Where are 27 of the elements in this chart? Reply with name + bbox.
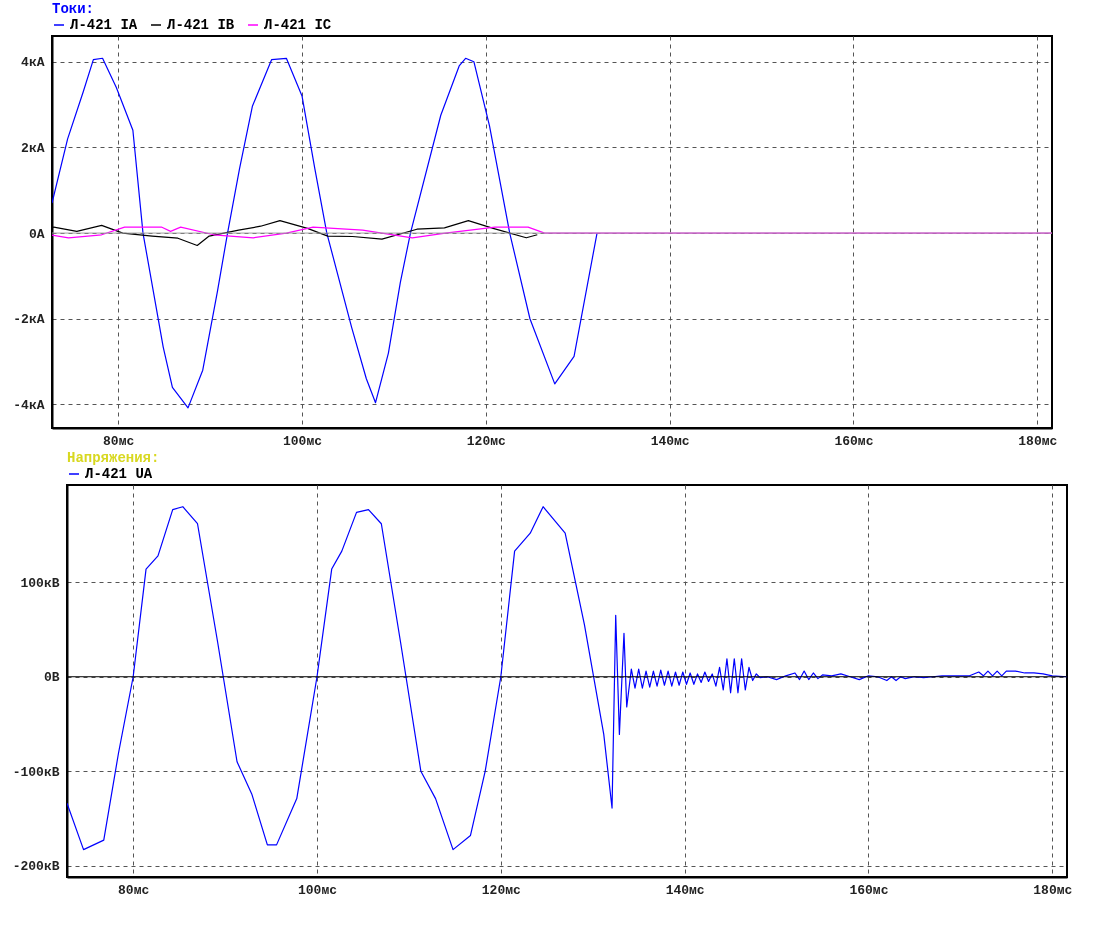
x-tick-label: 80мс <box>118 882 150 898</box>
x-tick-label: 140мс <box>650 433 690 449</box>
y-tick-label: 0А <box>28 226 45 242</box>
x-tick-label: 100мс <box>282 433 323 449</box>
x-tick-label: 160мс <box>849 882 889 898</box>
x-tick-label: 100мс <box>297 882 338 898</box>
x-tick-label: 180мс <box>1033 882 1073 898</box>
chart-title: Токи: <box>52 1 95 17</box>
legend-label: Л-421 IC <box>264 17 332 33</box>
y-tick-label: 100кВ <box>20 575 60 591</box>
text: Л-421 IA <box>70 17 138 33</box>
chart-title: Напряжения: <box>67 450 160 466</box>
y-tick-label: -200кВ <box>12 859 60 875</box>
y-tick-label: -4кА <box>13 397 45 413</box>
y-tick-label: 0В <box>43 670 60 686</box>
x-tick-label: 120мс <box>481 882 522 898</box>
y-tick-label: 4кА <box>21 55 45 71</box>
x-tick-label: 120мс <box>466 433 507 449</box>
x-tick-label: 80мс <box>103 433 135 449</box>
text: Л-421 UA <box>85 466 153 482</box>
x-tick-label: 180мс <box>1018 433 1058 449</box>
y-tick-label: 2кА <box>21 140 45 156</box>
x-tick-label: 140мс <box>665 882 705 898</box>
x-tick-label: 160мс <box>834 433 874 449</box>
legend-label: Л-421 IB <box>167 17 235 33</box>
y-tick-label: -2кА <box>13 312 45 328</box>
y-tick-label: -100кВ <box>12 764 60 780</box>
